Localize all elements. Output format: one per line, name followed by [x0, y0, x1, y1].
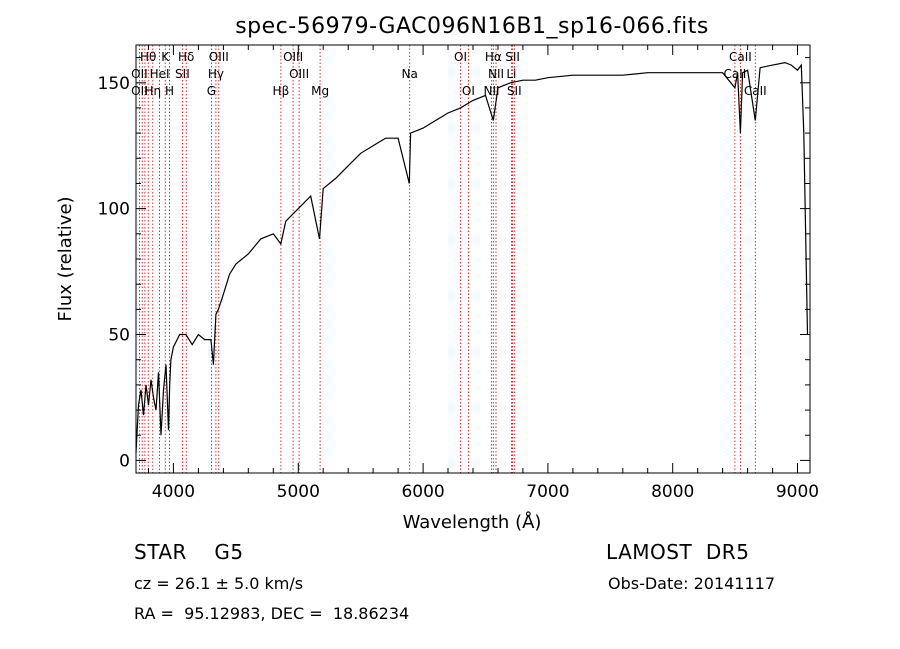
spectral-line-label: CaII: [744, 84, 767, 98]
spectrum-line: [135, 61, 809, 453]
spectral-line-label: HeI: [150, 67, 170, 81]
spectral-line-label: OIII: [283, 50, 303, 64]
spectral-line-label: H: [165, 84, 174, 98]
x-tick-label: 7000: [526, 482, 569, 502]
y-tick-label: 150: [98, 74, 130, 94]
spectral-line-label: OI: [462, 84, 475, 98]
spectral-line-label: SII: [505, 50, 520, 64]
spectral-line-label: OIII: [289, 67, 309, 81]
plot-frame: [135, 44, 811, 474]
spectral-line-label: K: [161, 50, 170, 64]
coordinates: RA = 95.12983, DEC = 18.86234: [134, 604, 410, 623]
survey-name: LAMOST DR5: [606, 540, 750, 564]
object-class: STAR G5: [134, 540, 244, 564]
y-tick-label: 0: [119, 451, 130, 471]
spectral-line-label: CaII: [729, 50, 752, 64]
spectral-line-label: OIII: [209, 50, 229, 64]
x-tick-label: 6000: [401, 482, 444, 502]
x-tick-label: 9000: [776, 482, 819, 502]
x-axis-label: Wavelength (Å): [403, 511, 542, 533]
spectral-line-label: Na: [402, 67, 418, 81]
spectral-line-label: Hβ: [273, 84, 290, 98]
spectral-line-label: SII: [507, 84, 522, 98]
x-tick-label: 4000: [152, 482, 195, 502]
spectral-line-label: Mg: [311, 84, 329, 98]
spectral-line-label: OII: [131, 84, 148, 98]
axes: 4000 5000 6000 7000 8000 9000 0 50 100 150: [98, 45, 819, 502]
spectral-line-label: SII: [175, 67, 190, 81]
chart-title: spec-56979-GAC096N16B1_sp16-066.fits: [235, 14, 709, 39]
redshift-velocity: cz = 26.1 ± 5.0 km/s: [134, 574, 304, 593]
spectral-line-label: OII: [131, 67, 148, 81]
y-tick-label: 50: [108, 326, 130, 346]
spectral-line-label: Hθ: [140, 50, 156, 64]
spectral-line-markers: [138, 45, 756, 473]
spectral-line-label: Hδ: [178, 50, 194, 64]
x-tick-label: 8000: [651, 482, 694, 502]
spectral-line-label: Hη: [144, 84, 161, 98]
spectral-line-label: Li: [506, 67, 516, 81]
spectral-line-label: OI: [454, 50, 467, 64]
spectral-line-label: NII: [488, 67, 504, 81]
observation-date: Obs-Date: 20141117: [608, 574, 776, 593]
spectral-line-label: Hα: [485, 50, 502, 64]
spectral-line-label: CaII: [723, 67, 746, 81]
spectral-line-label: G: [207, 84, 216, 98]
y-axis-label: Flux (relative): [55, 196, 76, 321]
y-tick-label: 100: [98, 200, 130, 220]
spectral-line-label: NII: [483, 84, 499, 98]
spectral-line-label: Hγ: [208, 67, 224, 81]
x-tick-label: 5000: [277, 482, 320, 502]
